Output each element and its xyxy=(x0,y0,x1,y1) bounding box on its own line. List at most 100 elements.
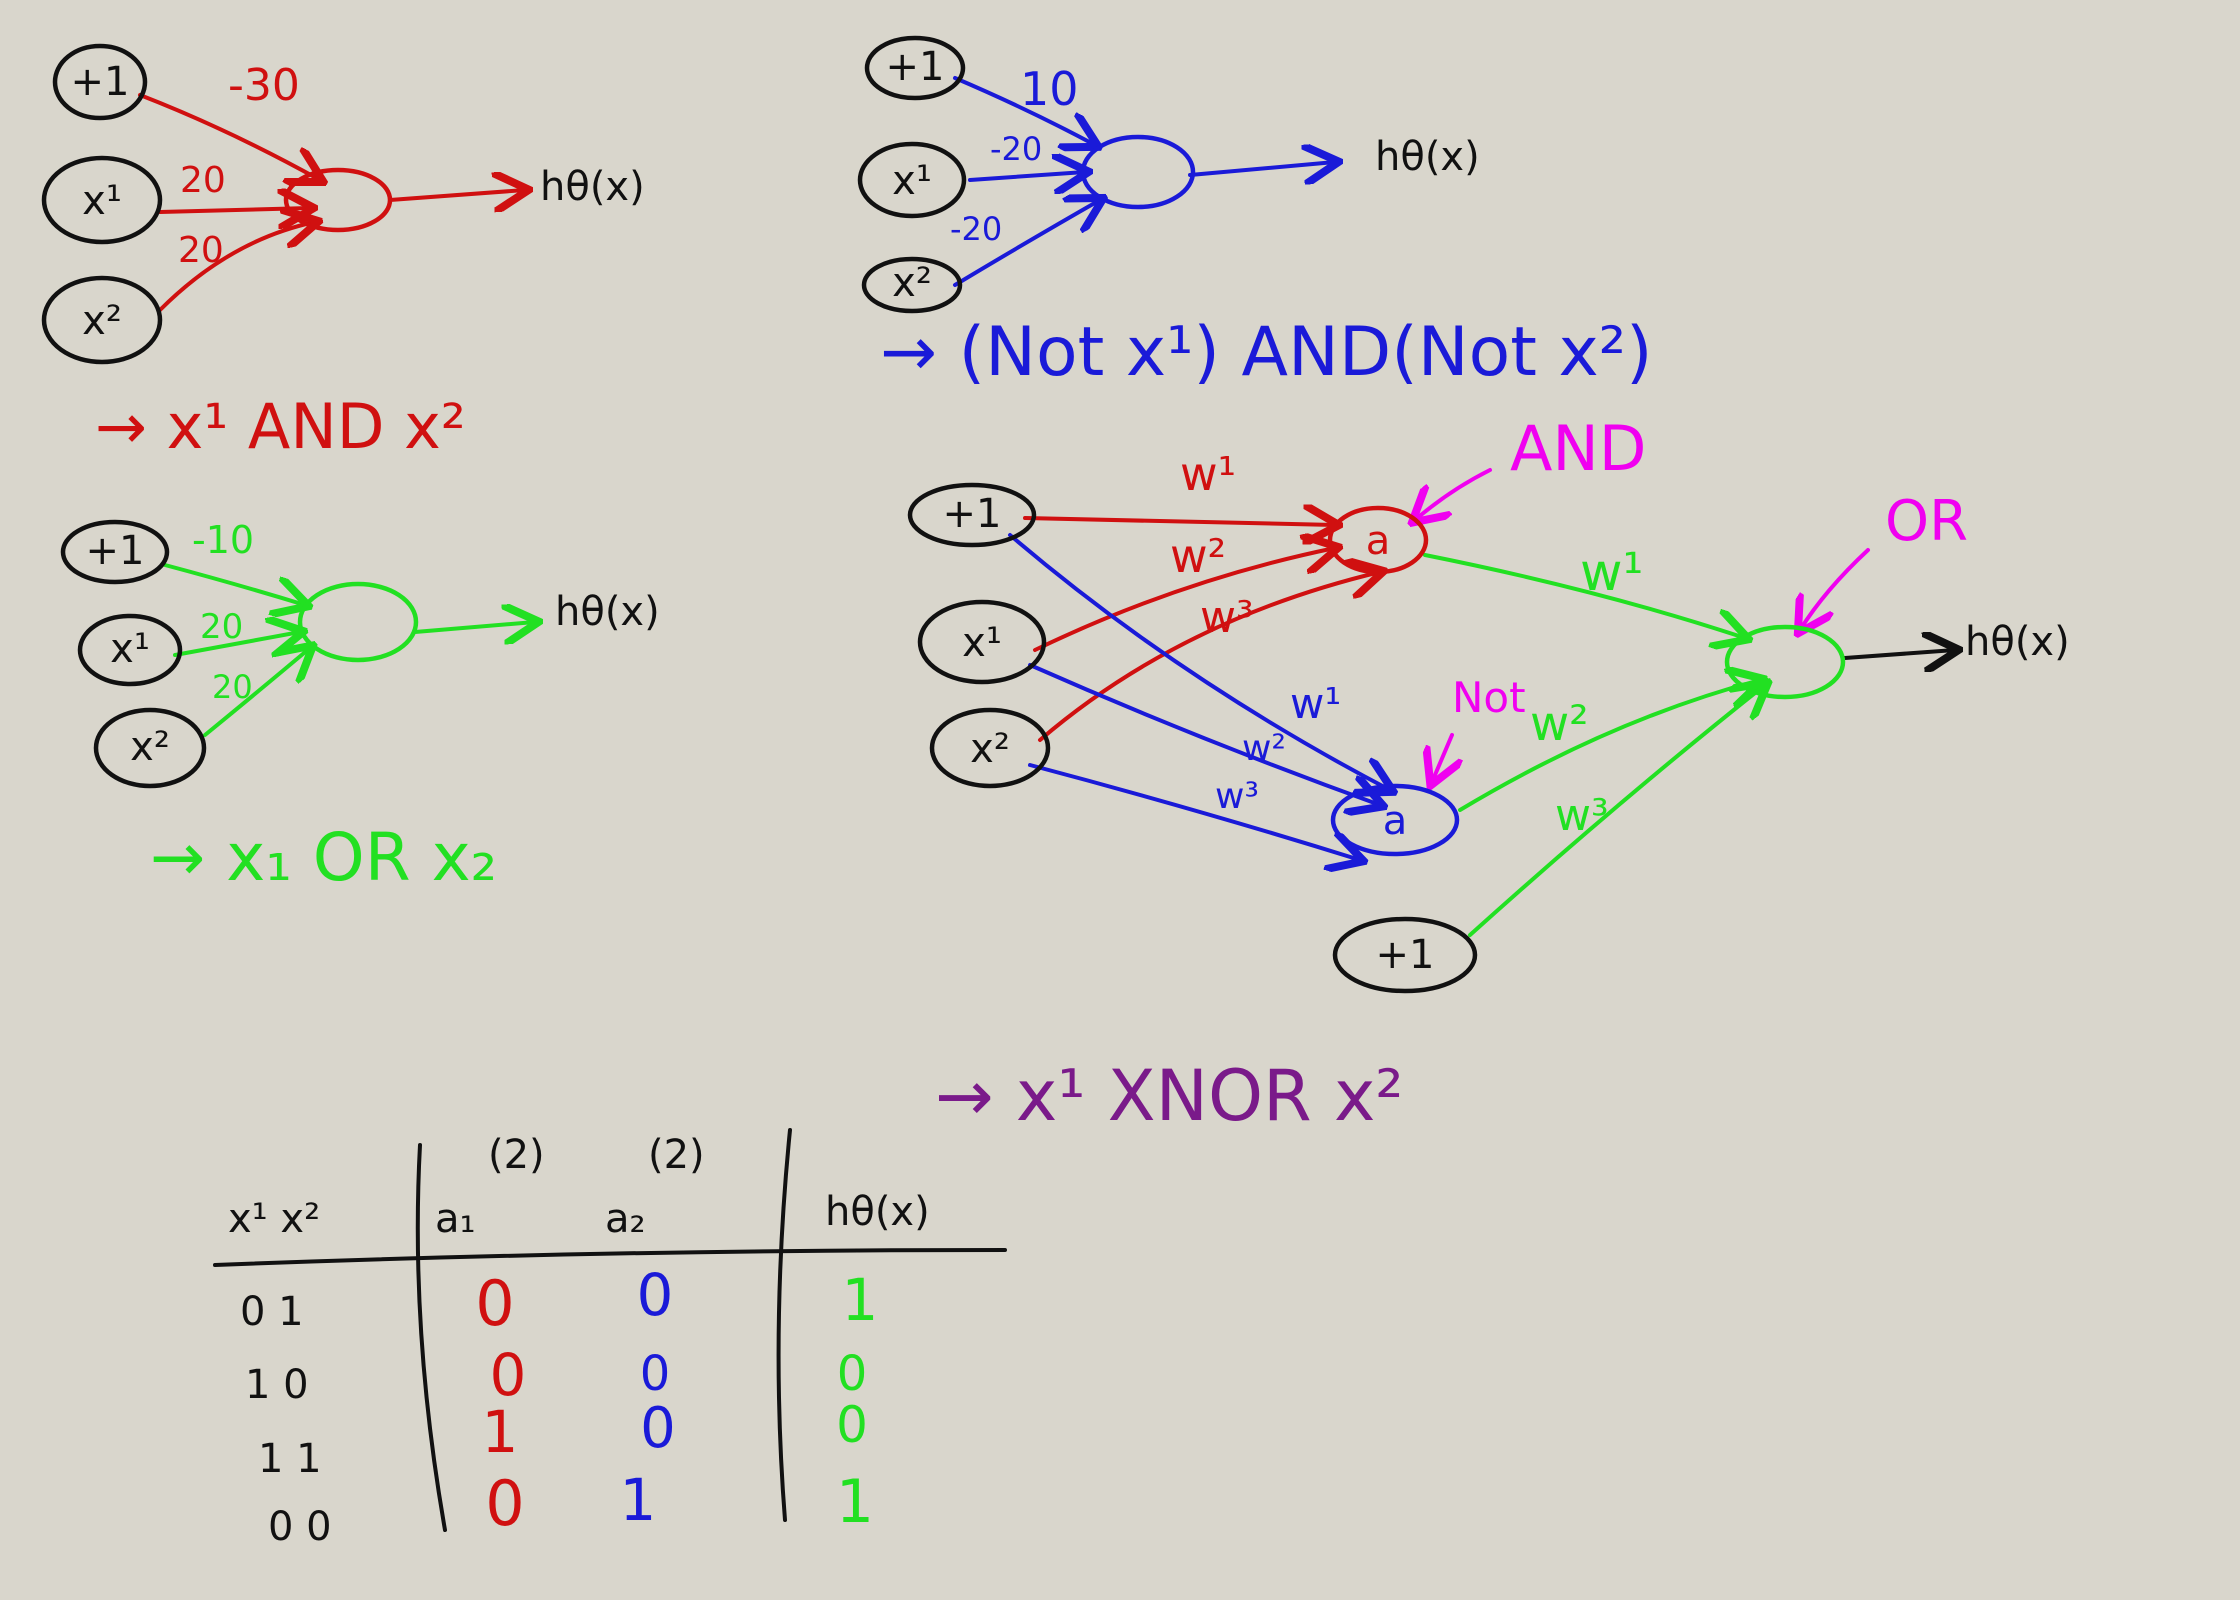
row4-x: 0 0 xyxy=(268,1504,332,1550)
row1-a2: 0 xyxy=(637,1261,674,1329)
not-x1-label: x¹ xyxy=(892,158,932,204)
xnor-x2-node xyxy=(929,707,1051,789)
xnor-x1-label: x¹ xyxy=(962,620,1002,666)
xnor-edge-out xyxy=(1843,650,1955,658)
and-network: +1 x¹ x² -30 20 20 hθ(x) → x¹ AND x² xyxy=(41,43,645,463)
not-bias-label: +1 xyxy=(886,44,945,90)
and-x1-label: x¹ xyxy=(82,178,122,224)
and-weight-bias: -30 xyxy=(228,60,300,111)
row1-h: 1 xyxy=(842,1266,879,1334)
and-weight-x2: 20 xyxy=(178,230,224,271)
row2-x: 1 0 xyxy=(245,1362,309,1408)
xnor-red-weight-2: w² xyxy=(1170,529,1226,583)
or-tag: OR xyxy=(1885,489,1968,554)
xnor-blue-edge-x2 xyxy=(1028,763,1360,860)
not-weight-bias: 10 xyxy=(1020,62,1079,116)
or-x1-node xyxy=(77,613,183,687)
xnor-blue-weight-3: w³ xyxy=(1215,776,1259,817)
or-weight-x1: 20 xyxy=(200,607,243,647)
table-divider-left xyxy=(415,1143,447,1532)
xnor-blue-edge-x1 xyxy=(1028,663,1380,805)
xnor-bias-hidden-label: +1 xyxy=(1376,932,1435,978)
xnor-green-edge-bias xyxy=(1468,685,1765,937)
row3-a1: 1 xyxy=(482,1398,519,1466)
xnor-network: +1 x¹ x² +1 a a w¹ w² w³ w¹ w² w³ w¹ w² … xyxy=(907,412,2070,1137)
header-a1: a₁ xyxy=(435,1196,476,1242)
row4-a2: 1 xyxy=(620,1466,657,1534)
xnor-output-label: hθ(x) xyxy=(1965,619,2070,665)
and-x2-node xyxy=(41,275,163,365)
xnor-a1-label: a xyxy=(1366,518,1391,564)
not-edge-x1 xyxy=(968,172,1085,180)
header-h: hθ(x) xyxy=(825,1189,930,1235)
or-x2-label: x² xyxy=(130,724,170,770)
and-output-label: hθ(x) xyxy=(540,164,645,210)
row1-x: 0 1 xyxy=(240,1289,304,1335)
or-edge-x2 xyxy=(203,648,310,737)
header-a2-superscript: (2) xyxy=(648,1132,705,1178)
xnor-a2-label: a xyxy=(1383,798,1408,844)
and-bias-node xyxy=(52,43,148,121)
or-weight-bias: -10 xyxy=(192,518,254,562)
row2-a2: 0 xyxy=(640,1346,671,1402)
not-edge-x2 xyxy=(953,200,1100,287)
header-x: x¹ x² xyxy=(228,1196,320,1242)
xnor-red-edge-x2 xyxy=(1038,572,1380,742)
not-caption: → (Not x¹) AND(Not x²) xyxy=(880,313,1653,392)
row4-a1: 0 xyxy=(485,1467,524,1540)
xnor-green-edge-a1 xyxy=(1423,553,1745,638)
not-bias-node xyxy=(864,35,966,101)
not-x1-node xyxy=(857,141,967,219)
not-output-label: hθ(x) xyxy=(1375,134,1480,180)
row3-h: 0 xyxy=(836,1396,868,1454)
xnor-output-node xyxy=(1724,624,1846,700)
xnor-caption: → x¹ XNOR x² xyxy=(935,1055,1403,1137)
xnor-a1-node xyxy=(1327,505,1429,575)
header-a2: a₂ xyxy=(605,1196,646,1242)
and-x1-node xyxy=(41,155,163,245)
xnor-green-weight-1: w¹ xyxy=(1580,543,1643,603)
row3-a2: 0 xyxy=(640,1396,676,1461)
xnor-a2-node xyxy=(1330,783,1460,857)
and-edge-out xyxy=(388,190,525,200)
and-edge-x2 xyxy=(158,222,315,312)
or-edge-x1 xyxy=(173,632,300,655)
not-edge-out xyxy=(1188,162,1335,175)
not-weight-x2: -20 xyxy=(950,210,1002,248)
not-x2-node xyxy=(861,256,963,314)
row1-a1: 0 xyxy=(475,1267,514,1340)
or-edge-bias xyxy=(163,563,305,605)
not-tag: Not xyxy=(1452,673,1526,722)
and-caption: → x¹ AND x² xyxy=(95,390,466,463)
table-header-rule xyxy=(213,1248,1007,1267)
or-bias-label: +1 xyxy=(86,528,145,574)
or-x1-label: x¹ xyxy=(110,626,150,672)
table-divider-right xyxy=(776,1128,792,1522)
xnor-green-edge-a2 xyxy=(1458,680,1760,812)
xnor-red-weight-3: w³ xyxy=(1200,592,1254,643)
xnor-red-weight-1: w¹ xyxy=(1180,447,1236,501)
header-a1-superscript: (2) xyxy=(488,1132,545,1178)
xnor-x2-label: x² xyxy=(970,726,1010,772)
and-bias-label: +1 xyxy=(71,59,130,105)
or-network: +1 x¹ x² -10 20 20 hθ(x) → x₁ OR x₂ xyxy=(60,518,660,896)
xnor-red-edge-bias xyxy=(1023,518,1335,525)
and-unit-node xyxy=(283,167,393,233)
row3-x: 1 1 xyxy=(258,1436,322,1482)
xnor-green-weight-3: w³ xyxy=(1555,790,1609,841)
and-tag-pointer xyxy=(1415,468,1492,520)
or-unit-node xyxy=(297,581,419,663)
not-weight-x1: -20 xyxy=(990,130,1042,168)
xnor-bias-in-label: +1 xyxy=(943,491,1002,537)
xnor-blue-weight-2: w² xyxy=(1242,728,1286,769)
not-tag-pointer xyxy=(1432,733,1452,782)
nor-network: +1 x¹ x² 10 -20 -20 hθ(x) → (Not x¹) AND… xyxy=(857,35,1653,392)
xnor-blue-edge-bias xyxy=(1008,533,1390,790)
or-x2-node xyxy=(93,707,207,789)
not-x2-label: x² xyxy=(892,260,932,306)
and-edge-bias xyxy=(138,93,320,180)
or-tag-pointer xyxy=(1800,548,1870,630)
or-edge-out xyxy=(413,622,535,632)
and-tag: AND xyxy=(1510,412,1647,485)
row2-a1: 0 xyxy=(490,1341,527,1409)
